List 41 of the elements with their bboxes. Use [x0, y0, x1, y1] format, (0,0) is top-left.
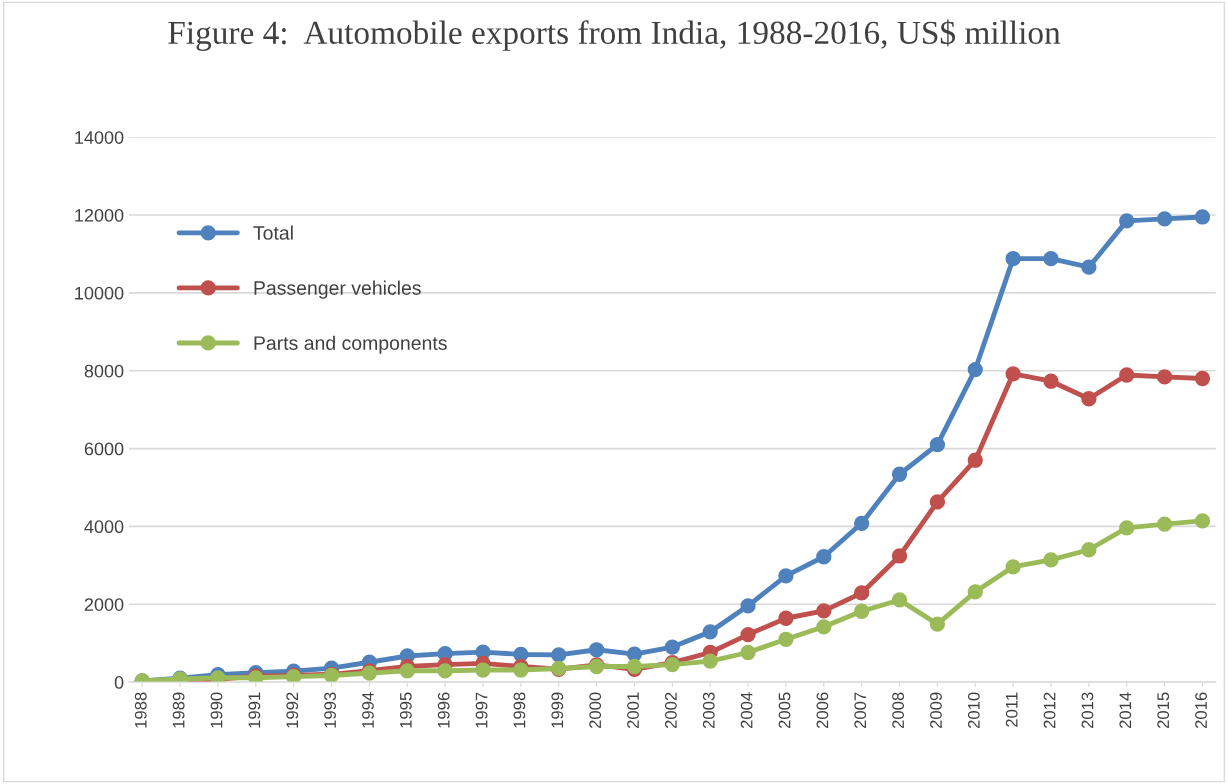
y-tick-label: 10000 — [75, 286, 124, 300]
legend-label: Total — [253, 225, 293, 240]
x-tick-label: 2007 — [854, 692, 867, 729]
x-tick-label: 1994 — [362, 692, 374, 728]
x-tick-label: 2000 — [589, 692, 602, 729]
x-tick-label: 1993 — [324, 692, 336, 728]
y-tick-label: 12000 — [75, 208, 124, 222]
x-tick-label: 1999 — [551, 692, 564, 728]
x-tick-label: 2002 — [665, 692, 677, 729]
x-tick-label: 1998 — [513, 692, 526, 728]
x-tick-label: 2016 — [1195, 692, 1207, 729]
x-tick-label: 2010 — [967, 692, 980, 729]
legend-label: Passenger vehicles — [254, 280, 421, 299]
x-tick-label: 1995 — [399, 692, 412, 728]
x-tick-label: 2001 — [627, 692, 639, 729]
x-tick-label: 1997 — [475, 692, 488, 728]
y-tick-label: 0 — [114, 676, 124, 689]
x-tick-label: 2013 — [1081, 692, 1094, 729]
x-tick-label: 1988 — [134, 692, 147, 728]
x-tick-label: 2009 — [930, 692, 942, 729]
x-tick-label: 1996 — [437, 692, 450, 728]
y-tick-label: 8000 — [84, 364, 124, 378]
x-tick-label: 1992 — [286, 692, 299, 728]
x-tick-label: 2004 — [740, 692, 753, 729]
legend-label: Parts and components — [254, 335, 447, 354]
x-tick-label: 1991 — [248, 692, 261, 728]
y-tick-label: 4000 — [84, 520, 124, 534]
x-tick-label: 2006 — [816, 692, 829, 729]
x-tick-label: 1989 — [172, 692, 185, 728]
chart-title: Figure 4: Automobile exports from India, 1988-2016, US$ million — [168, 19, 1061, 51]
x-tick-label: 2014 — [1119, 692, 1132, 729]
x-tick-label: 2005 — [778, 692, 791, 729]
y-tick-label: 6000 — [84, 442, 124, 456]
x-tick-label: 2012 — [1043, 692, 1056, 729]
x-tick-label: 1990 — [210, 692, 223, 728]
x-tick-label: 2008 — [892, 692, 905, 729]
y-tick-label: 14000 — [75, 131, 124, 144]
x-tick-label: 2011 — [1005, 692, 1018, 727]
x-tick-label: 2003 — [702, 692, 715, 729]
x-tick-label: 2015 — [1157, 692, 1170, 729]
y-tick-label: 2000 — [84, 598, 124, 611]
